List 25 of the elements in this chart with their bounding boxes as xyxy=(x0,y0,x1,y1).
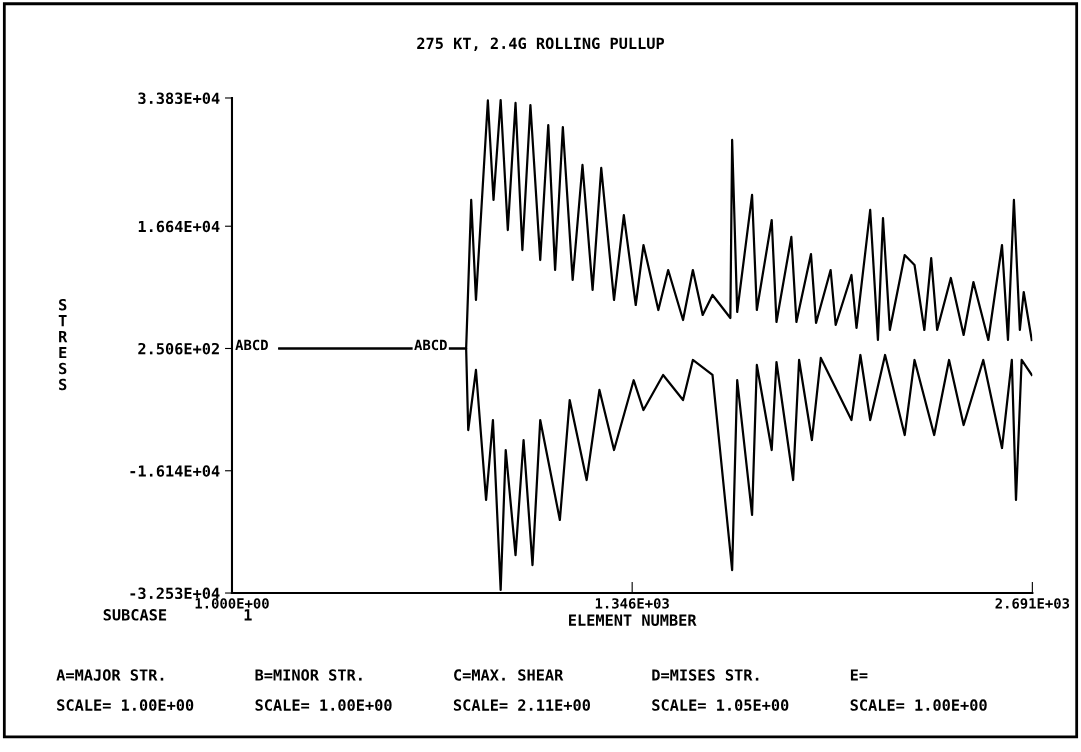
text: SCALE= 1.05E+00 xyxy=(652,699,789,711)
y-axis-title: STRESS xyxy=(58,298,68,391)
text: D=MISES STR. xyxy=(652,669,759,681)
text: A=MAJOR STR. xyxy=(56,669,164,681)
text: C=MAX. SHEAR xyxy=(454,669,564,681)
y-tick-label: -3.253E+04 xyxy=(130,587,220,600)
text: SUBCASE xyxy=(103,609,167,621)
y-tick-label: 2.506E+02 xyxy=(138,342,219,355)
text: B=MINOR STR. xyxy=(255,669,362,681)
y-tick-label: -1.614E+04 xyxy=(130,465,220,477)
annotation: ABCD xyxy=(235,339,268,351)
x-tick-label: 1.000E+00 xyxy=(195,598,269,609)
text: SCALE= 1.00E+00 xyxy=(57,699,194,711)
x-axis-title: ELEMENT NUMBER xyxy=(569,614,697,626)
x-tick-label: 1.346E+03 xyxy=(595,598,669,609)
chart-title: 275 KT, 2.4G ROLLING PULLUP xyxy=(417,37,665,52)
y-tick-label: 3.383E+04 xyxy=(138,92,220,105)
text: 1 xyxy=(244,609,252,621)
text: SCALE= 1.00E+00 xyxy=(255,699,392,711)
text: SCALE= 1.00E+00 xyxy=(850,699,987,711)
text: SCALE= 2.11E+00 xyxy=(453,699,590,711)
annotation: ABCD xyxy=(414,339,447,351)
y-tick-label: 1.664E+04 xyxy=(138,220,220,233)
text: E= xyxy=(850,669,868,681)
x-tick-label: 2.691E+03 xyxy=(995,598,1070,609)
